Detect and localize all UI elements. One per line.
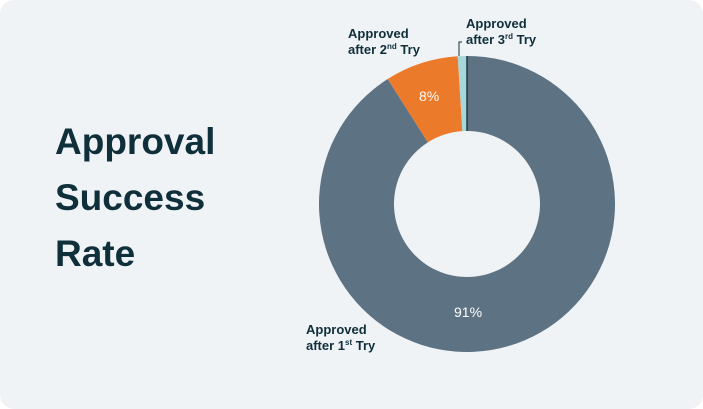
legend-label-first: Approved after 1st Try — [306, 322, 375, 354]
title-line: Rate — [55, 233, 136, 274]
title-line: Approval — [55, 121, 216, 162]
data-label-second: 8% — [419, 88, 440, 104]
label-line: Approved — [466, 16, 527, 31]
label-line: Approved — [306, 322, 367, 337]
label-line: after 1st Try — [306, 338, 376, 353]
donut-slice-2 — [387, 56, 463, 143]
leader-line-third — [458, 41, 462, 56]
legend-label-third: Approved after 3rd Try — [466, 16, 536, 48]
label-line: after 2nd Try — [348, 42, 420, 57]
data-label-first: 91% — [454, 304, 483, 320]
chart-title: Approval Success Rate — [55, 114, 275, 282]
label-line: Approved — [348, 26, 409, 41]
donut-slice-1 — [319, 56, 615, 352]
title-line: Success — [55, 177, 206, 218]
label-line: after 3rd Try — [466, 32, 537, 47]
legend-label-second: Approved after 2nd Try — [348, 26, 420, 58]
donut-slice-3 — [457, 56, 467, 132]
